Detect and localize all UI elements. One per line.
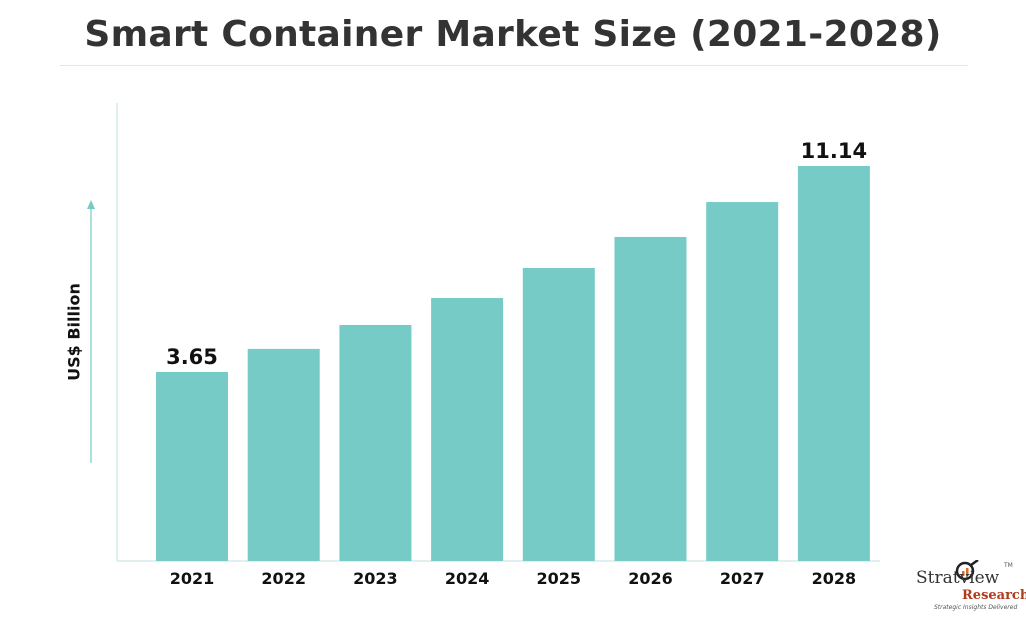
x-tick-label-2026: 2026 [628, 569, 673, 588]
chart-title: Smart Container Market Size (2021-2028) [84, 14, 942, 55]
x-tick-label-2023: 2023 [353, 569, 398, 588]
x-tick-label-2021: 2021 [170, 569, 215, 588]
logo-magnifier-icon [955, 560, 979, 581]
y-arrow-icon [87, 200, 95, 209]
data-label-2021: 3.65 [166, 345, 218, 369]
x-tick-label-2024: 2024 [445, 569, 490, 588]
bar-2021 [156, 372, 228, 561]
x-tick-label-2027: 2027 [720, 569, 765, 588]
bar-2024 [431, 298, 504, 561]
x-tick-label-2028: 2028 [812, 569, 857, 588]
bar-2028 [797, 166, 870, 561]
data-label-2028: 11.14 [801, 139, 867, 163]
bar-2026 [614, 236, 687, 561]
x-tick-label-2022: 2022 [261, 569, 306, 588]
stratview-logo: Stratview TM Research Strategic Insights… [916, 560, 1026, 611]
x-tick-label-2025: 2025 [537, 569, 582, 588]
bar-2027 [706, 202, 779, 562]
title-divider [60, 65, 968, 66]
bar-2023 [339, 324, 412, 561]
bar-2025 [522, 268, 595, 561]
bar-2022 [247, 348, 320, 561]
